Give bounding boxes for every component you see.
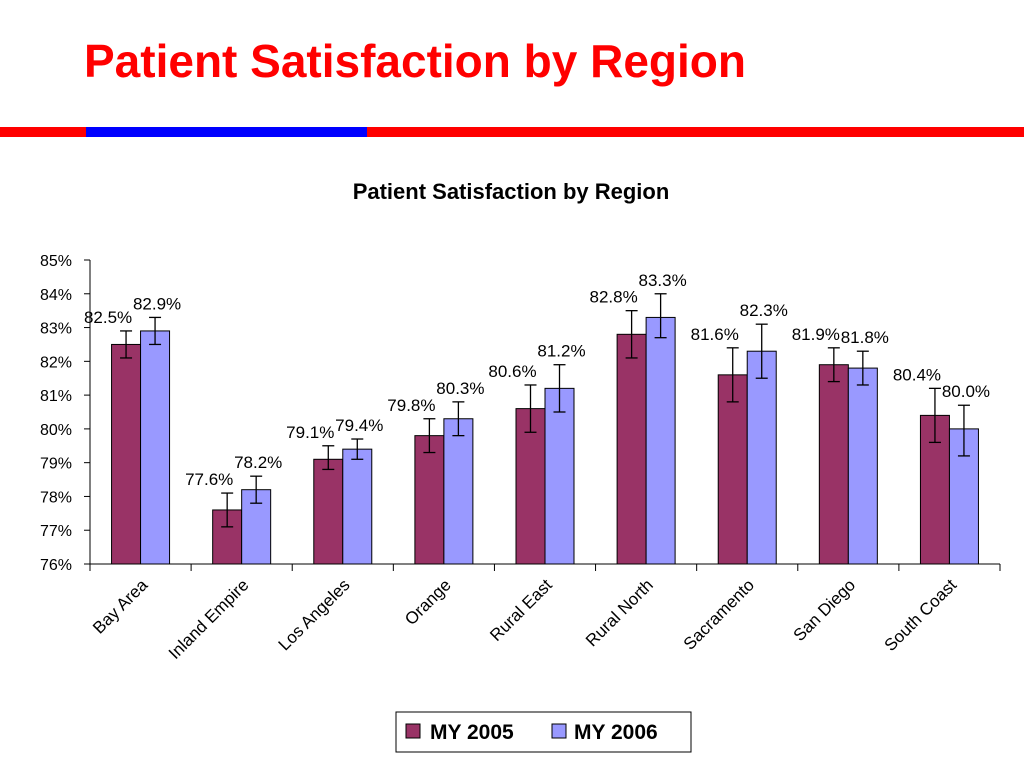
legend-box <box>395 711 692 753</box>
slide-title: Patient Satisfaction by Region <box>84 35 746 87</box>
data-label: 82.5% <box>84 308 132 327</box>
data-label: 80.4% <box>893 365 941 384</box>
chart-category-labels: Bay Area Inland Empire Los Angeles Orange Ru… <box>89 575 960 663</box>
data-label: 78.2% <box>234 453 282 472</box>
category-label: Orange <box>401 575 455 629</box>
bar <box>746 350 777 565</box>
data-label: 81.8% <box>841 328 889 347</box>
y-tick-label: 78% <box>40 489 72 506</box>
data-label: 80.0% <box>942 382 990 401</box>
data-label: 81.6% <box>691 325 739 344</box>
y-tick-label: 83% <box>40 321 72 338</box>
bar <box>616 333 647 565</box>
bar <box>847 367 878 565</box>
category-label: Rural East <box>486 575 556 645</box>
category-label: Inland Empire <box>165 575 253 663</box>
chart-data-labels: 82.5%82.9% 77.6%78.2%79.1% 79.4%79.8%80.3%… <box>84 271 990 489</box>
bar <box>140 330 171 565</box>
y-tick-label: 80% <box>40 422 72 439</box>
legend-label: MY 2005 <box>430 721 514 744</box>
y-tick-label: 81% <box>40 388 72 405</box>
bar <box>818 364 849 565</box>
category-label: Los Angeles <box>275 575 354 654</box>
bar <box>342 448 373 565</box>
y-tick-label: 76% <box>40 557 72 574</box>
bar <box>111 343 142 565</box>
data-label: 82.3% <box>740 301 788 320</box>
legend-label: MY 2006 <box>574 721 658 744</box>
data-label: 79.8% <box>387 396 435 415</box>
chart-error-bars <box>120 293 970 528</box>
bar <box>313 458 344 565</box>
bar <box>544 387 575 565</box>
legend-swatch <box>405 723 421 739</box>
data-label: 79.1% <box>286 423 334 442</box>
chart-title: Patient Satisfaction by Region <box>353 179 670 204</box>
chart-legend: MY 2005 MY 2006 <box>395 711 692 753</box>
category-label: South Coast <box>881 575 961 655</box>
bar <box>515 408 546 565</box>
data-label: 81.2% <box>537 342 585 361</box>
data-label: 83.3% <box>639 271 687 290</box>
category-label: San Diego <box>790 575 860 645</box>
title-underline-red <box>0 127 1024 137</box>
data-label: 82.8% <box>590 288 638 307</box>
data-label: 77.6% <box>185 470 233 489</box>
data-label: 82.9% <box>133 294 181 313</box>
y-tick-label: 77% <box>40 523 72 540</box>
legend-swatch <box>551 723 567 739</box>
data-label: 79.4% <box>335 416 383 435</box>
bar <box>645 316 676 565</box>
data-label: 81.9% <box>792 325 840 344</box>
bar <box>443 418 474 565</box>
data-label: 80.6% <box>488 362 536 381</box>
y-tick-label: 85% <box>40 253 72 270</box>
y-tick-label: 79% <box>40 456 72 473</box>
y-tick-label: 82% <box>40 354 72 371</box>
category-label: Sacramento <box>680 575 758 653</box>
category-label: Bay Area <box>89 575 152 638</box>
chart-bars <box>111 316 979 565</box>
data-label: 80.3% <box>436 379 484 398</box>
y-tick-label: 84% <box>40 287 72 304</box>
title-underline-blue <box>86 127 367 137</box>
category-label: Rural North <box>582 575 657 650</box>
bar <box>717 374 748 565</box>
bar <box>414 435 445 565</box>
